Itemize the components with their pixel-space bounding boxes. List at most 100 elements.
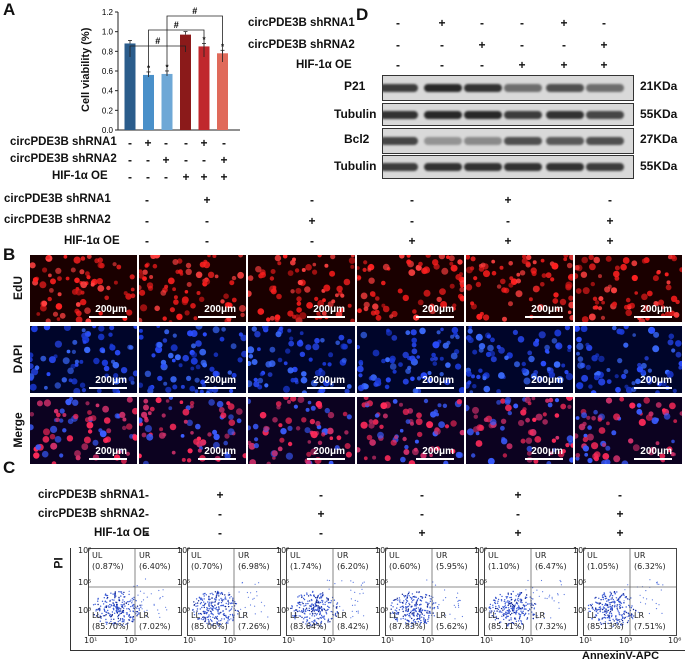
- flow-quadrant-lr-percent: (7.26%): [238, 622, 270, 631]
- flow-x-tick-label: 10³: [520, 636, 534, 645]
- b-hif-symbol: -: [310, 234, 314, 248]
- micrograph-dapi: 200μm: [575, 326, 682, 393]
- c-shrna2-symbol: -: [218, 507, 222, 521]
- flow-y-tick-label: 10⁵: [177, 578, 191, 587]
- a-shrna1-symbol: -: [128, 136, 132, 150]
- viability-bar-chart: 0.0 0.2 0.4 0.6 0.8 1.0 1.2 * * * * # # #: [90, 2, 250, 138]
- scale-bar: 200μm: [525, 304, 563, 318]
- b-shrna2-symbol: +: [606, 214, 614, 228]
- b-hif-label: HIF-1α OE: [64, 235, 120, 247]
- d-shrna1-symbol: +: [438, 16, 446, 30]
- viability-significance-star: *: [202, 35, 206, 44]
- micrograph-merge: 200μm: [139, 397, 246, 464]
- flow-quadrant-ll-name: LL: [587, 611, 596, 620]
- scale-bar: 200μm: [416, 446, 454, 460]
- d-hif-symbol: +: [560, 58, 568, 72]
- flow-y-tick-label: 10⁷: [474, 546, 488, 555]
- micrograph-merge: 200μm: [30, 397, 137, 464]
- a-shrna1-symbol: -: [164, 136, 168, 150]
- flow-quadrant-ul-percent: (0.70%): [191, 562, 223, 571]
- a-shrna2-symbol: -: [184, 153, 188, 167]
- d-hif-label: HIF-1α OE: [296, 59, 352, 71]
- scale-bar-line: [416, 458, 454, 460]
- blot-protein-label: Bcl2: [344, 132, 370, 146]
- viability-bracket: [129, 45, 186, 57]
- flow-quadrant-ur-percent: (6.98%): [238, 562, 270, 571]
- b-shrna1-symbol: +: [203, 193, 211, 207]
- blot-band: [424, 137, 462, 145]
- a-shrna2-symbol: -: [146, 153, 150, 167]
- blot-protein-label: Tubulin: [334, 159, 377, 173]
- micrograph-edu: 200μm: [575, 255, 682, 322]
- blot-band: [424, 84, 462, 92]
- blot-strip: [382, 128, 634, 154]
- scale-bar-line: [525, 387, 563, 389]
- blot-band: [383, 84, 418, 92]
- a-shrna2-symbol: +: [220, 153, 228, 167]
- scale-bar-line: [525, 316, 563, 318]
- flow-quadrant-ul-name: UL: [389, 551, 400, 560]
- blot-strip: [382, 75, 634, 101]
- flow-quadrant-ul-name: UL: [488, 551, 499, 560]
- scale-bar-label: 200μm: [313, 304, 345, 315]
- flow-quadrant-ur-percent: (5.95%): [436, 562, 468, 571]
- flow-quadrant-ur-percent: (6.20%): [337, 562, 369, 571]
- flow-quadrant-ll-name: LL: [389, 611, 398, 620]
- flow-y-axis-label: PI: [51, 557, 66, 569]
- flow-scatter: [584, 549, 676, 635]
- flow-quadrant-lr-name: LR: [436, 611, 447, 620]
- flow-plot: UL (1.74%) UR (6.20%) LL (83.64%) LR (8.42%): [286, 548, 380, 636]
- scale-bar: 200μm: [89, 446, 127, 460]
- b-shrna1-label: circPDE3B shRNA1: [4, 193, 111, 205]
- a-shrna2-symbol: -: [202, 153, 206, 167]
- scale-bar-label: 200μm: [204, 446, 236, 457]
- flow-quadrant-lr-percent: (5.62%): [436, 622, 468, 631]
- scale-bar-label: 200μm: [204, 304, 236, 315]
- panel-label-a: A: [3, 0, 16, 19]
- scale-bar: 200μm: [198, 446, 236, 460]
- viability-y-tick-label: 1.0: [102, 28, 114, 37]
- blot-band: [504, 163, 542, 171]
- scale-bar-line: [89, 458, 127, 460]
- d-shrna2-symbol: -: [562, 38, 566, 52]
- flow-quadrant-ur-percent: (6.40%): [139, 562, 171, 571]
- scale-bar-label: 200μm: [640, 304, 672, 315]
- flow-quadrant-lr-name: LR: [238, 611, 249, 620]
- scale-bar-label: 200μm: [95, 304, 127, 315]
- flow-axes-frame: [70, 548, 685, 651]
- scale-bar-line: [307, 458, 345, 460]
- flow-y-tick-label: 10⁵: [276, 578, 290, 587]
- flow-quadrant-ul-name: UL: [191, 551, 202, 560]
- flow-quadrant-ur-name: UR: [139, 551, 151, 560]
- scale-bar-label: 200μm: [422, 446, 454, 457]
- viability-significance-star: *: [221, 42, 225, 51]
- viability-bracket-hash: #: [155, 36, 160, 46]
- flow-plot: UL (1.05%) UR (6.32%) LL (85.13%) LR (7.51%): [583, 548, 677, 636]
- flow-y-tick-label: 10³: [573, 606, 587, 615]
- b-shrna2-symbol: -: [410, 214, 414, 228]
- d-hif-symbol: -: [480, 58, 484, 72]
- micrograph-cells: [466, 255, 573, 322]
- scale-bar-label: 200μm: [313, 375, 345, 386]
- viability-chart-svg: 0.0 0.2 0.4 0.6 0.8 1.0 1.2 * * * * # # #: [102, 6, 240, 135]
- blot-band: [586, 84, 624, 92]
- scale-bar-label: 200μm: [313, 446, 345, 457]
- flow-quadrant-ll-percent: (85.13%): [587, 622, 624, 631]
- scale-bar: 200μm: [198, 304, 236, 318]
- c-hif-symbol: +: [418, 526, 426, 540]
- blot-kda-label: 55KDa: [640, 107, 678, 121]
- flow-quadrant-ll-percent: (87.83%): [389, 622, 426, 631]
- b-shrna2-symbol: -: [506, 214, 510, 228]
- blot-band: [546, 84, 584, 92]
- flow-y-tick-label: 10⁵: [78, 578, 92, 587]
- flow-x-tick-label: 10³: [322, 636, 336, 645]
- a-hif-symbol: +: [220, 170, 228, 184]
- scale-bar-line: [416, 387, 454, 389]
- scale-bar: 200μm: [525, 446, 563, 460]
- flow-y-tick-label: 10⁷: [78, 546, 92, 555]
- a-hif-symbol: -: [128, 170, 132, 184]
- d-hif-symbol: -: [396, 58, 400, 72]
- d-shrna2-symbol: +: [600, 38, 608, 52]
- blot-band: [383, 110, 418, 119]
- scale-bar-label: 200μm: [531, 304, 563, 315]
